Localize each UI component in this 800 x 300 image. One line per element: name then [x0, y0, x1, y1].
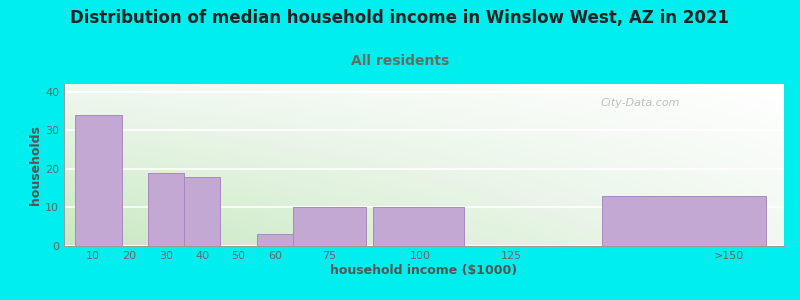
Bar: [602, 196, 766, 246]
Bar: [257, 234, 293, 246]
Bar: [293, 207, 366, 246]
Text: City-Data.com: City-Data.com: [600, 98, 680, 108]
Bar: [75, 115, 122, 246]
Bar: [373, 207, 464, 246]
Text: Distribution of median household income in Winslow West, AZ in 2021: Distribution of median household income …: [70, 9, 730, 27]
Bar: [184, 177, 220, 246]
Text: All residents: All residents: [351, 54, 449, 68]
Bar: [148, 173, 184, 246]
X-axis label: household income ($1000): household income ($1000): [330, 264, 518, 277]
Y-axis label: households: households: [30, 125, 42, 205]
